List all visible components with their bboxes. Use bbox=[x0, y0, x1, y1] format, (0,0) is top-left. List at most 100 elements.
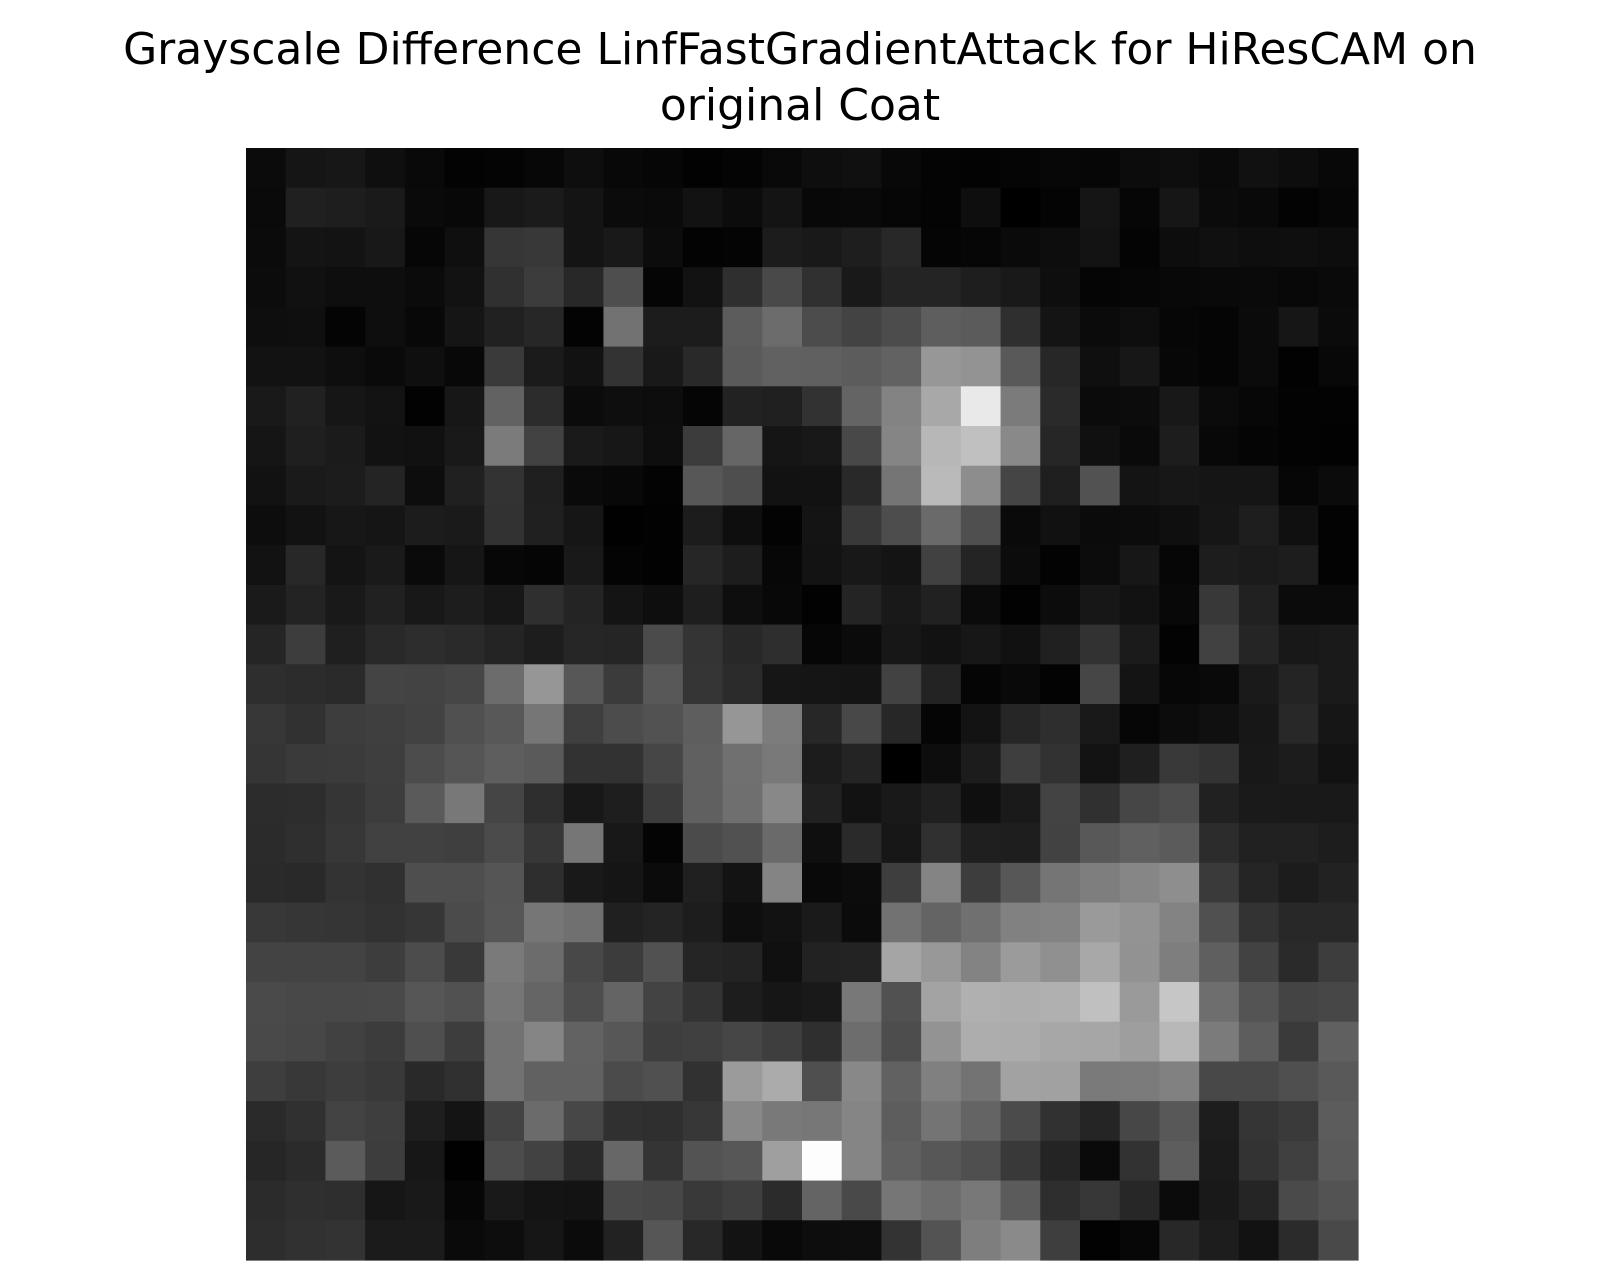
heatmap-cell bbox=[643, 624, 684, 665]
heatmap-cell bbox=[404, 823, 446, 864]
heatmap-cell bbox=[563, 148, 605, 189]
heatmap-cell bbox=[325, 346, 366, 387]
heatmap-cell bbox=[1040, 1220, 1081, 1261]
heatmap-cell bbox=[881, 704, 922, 745]
heatmap-cell bbox=[881, 624, 922, 665]
heatmap-cell bbox=[1000, 346, 1041, 387]
heatmap-cell bbox=[563, 465, 605, 507]
heatmap-cell bbox=[1278, 624, 1319, 665]
heatmap-cell bbox=[921, 1140, 962, 1182]
heatmap-cell bbox=[365, 465, 406, 507]
heatmap-cell bbox=[1238, 982, 1280, 1023]
heatmap-cell bbox=[1278, 426, 1319, 467]
heatmap-cell bbox=[563, 426, 605, 467]
heatmap-cell bbox=[762, 1220, 803, 1261]
heatmap-cell bbox=[802, 1061, 843, 1102]
heatmap-cell bbox=[1080, 664, 1121, 705]
heatmap-cell bbox=[682, 1021, 724, 1063]
heatmap-cell bbox=[1199, 306, 1240, 348]
heatmap-cell bbox=[1040, 426, 1081, 467]
heatmap-cell bbox=[722, 982, 763, 1023]
heatmap-cell bbox=[682, 465, 724, 507]
heatmap-cell bbox=[921, 982, 962, 1023]
heatmap-cell bbox=[404, 862, 446, 904]
heatmap-cell bbox=[563, 545, 605, 586]
heatmap-cell bbox=[1119, 227, 1161, 268]
heatmap-cell bbox=[881, 982, 922, 1023]
heatmap-cell bbox=[1199, 982, 1240, 1023]
heatmap-cell bbox=[563, 624, 605, 665]
heatmap-cell bbox=[246, 862, 287, 904]
heatmap-cell bbox=[524, 227, 565, 268]
heatmap-cell bbox=[444, 1101, 485, 1142]
heatmap-cell bbox=[325, 783, 366, 824]
heatmap-cell bbox=[643, 584, 684, 626]
heatmap-cell bbox=[1238, 545, 1280, 586]
heatmap-cell bbox=[484, 386, 525, 427]
heatmap-cell bbox=[246, 1220, 287, 1261]
heatmap-cell bbox=[1119, 306, 1161, 348]
heatmap-cell bbox=[1278, 942, 1319, 983]
heatmap-cell bbox=[762, 743, 803, 785]
heatmap-cell bbox=[444, 465, 485, 507]
heatmap-cell bbox=[722, 267, 763, 308]
heatmap-cell bbox=[1278, 1140, 1319, 1182]
heatmap-cell bbox=[722, 465, 763, 507]
heatmap-cell bbox=[1238, 465, 1280, 507]
heatmap-cell bbox=[682, 505, 724, 546]
heatmap-cell bbox=[1238, 1021, 1280, 1063]
heatmap-cell bbox=[722, 545, 763, 586]
heatmap-cell bbox=[563, 505, 605, 546]
heatmap-cell bbox=[484, 862, 525, 904]
heatmap-cell bbox=[285, 584, 327, 626]
heatmap-cell bbox=[246, 346, 287, 387]
heatmap-cell bbox=[1040, 783, 1081, 824]
heatmap-cell bbox=[484, 227, 525, 268]
heatmap-cell bbox=[841, 823, 883, 864]
heatmap-cell bbox=[603, 227, 644, 268]
heatmap-cell bbox=[1238, 1101, 1280, 1142]
heatmap-cell bbox=[1159, 1061, 1200, 1102]
heatmap-cell bbox=[365, 743, 406, 785]
heatmap-cell bbox=[1159, 1101, 1200, 1142]
heatmap-cell bbox=[762, 426, 803, 467]
heatmap-cell bbox=[1040, 1061, 1081, 1102]
heatmap-cell bbox=[524, 982, 565, 1023]
heatmap-cell bbox=[921, 942, 962, 983]
heatmap-cell bbox=[246, 426, 287, 467]
heatmap-cell bbox=[1199, 1220, 1240, 1261]
heatmap-cell bbox=[603, 783, 644, 824]
heatmap-cell bbox=[1080, 545, 1121, 586]
heatmap-cell bbox=[1040, 743, 1081, 785]
heatmap-cell bbox=[365, 1140, 406, 1182]
heatmap-cell bbox=[921, 505, 962, 546]
heatmap-cell bbox=[1040, 505, 1081, 546]
heatmap-cell bbox=[802, 704, 843, 745]
heatmap-cell bbox=[643, 1180, 684, 1221]
heatmap-cell bbox=[365, 902, 406, 943]
heatmap-cell bbox=[1318, 942, 1359, 983]
heatmap-cell bbox=[682, 1061, 724, 1102]
heatmap-cell bbox=[722, 306, 763, 348]
heatmap-cell bbox=[1040, 942, 1081, 983]
heatmap-cell bbox=[1238, 148, 1280, 189]
heatmap-cell bbox=[325, 148, 366, 189]
heatmap-cell bbox=[682, 1220, 724, 1261]
heatmap-cell bbox=[1318, 187, 1359, 229]
heatmap-cell bbox=[484, 823, 525, 864]
heatmap-cell bbox=[960, 267, 1002, 308]
heatmap-cell bbox=[365, 346, 406, 387]
heatmap-cell bbox=[960, 545, 1002, 586]
heatmap-cell bbox=[484, 1140, 525, 1182]
heatmap-cell bbox=[1318, 227, 1359, 268]
heatmap-cell bbox=[643, 148, 684, 189]
heatmap-cell bbox=[1080, 505, 1121, 546]
heatmap-cell bbox=[484, 584, 525, 626]
heatmap-cell bbox=[1040, 187, 1081, 229]
heatmap-cell bbox=[325, 584, 366, 626]
heatmap-cell bbox=[1119, 942, 1161, 983]
heatmap-cell bbox=[365, 505, 406, 546]
heatmap-cell bbox=[1000, 1021, 1041, 1063]
heatmap-cell bbox=[1080, 148, 1121, 189]
heatmap-cell bbox=[484, 783, 525, 824]
